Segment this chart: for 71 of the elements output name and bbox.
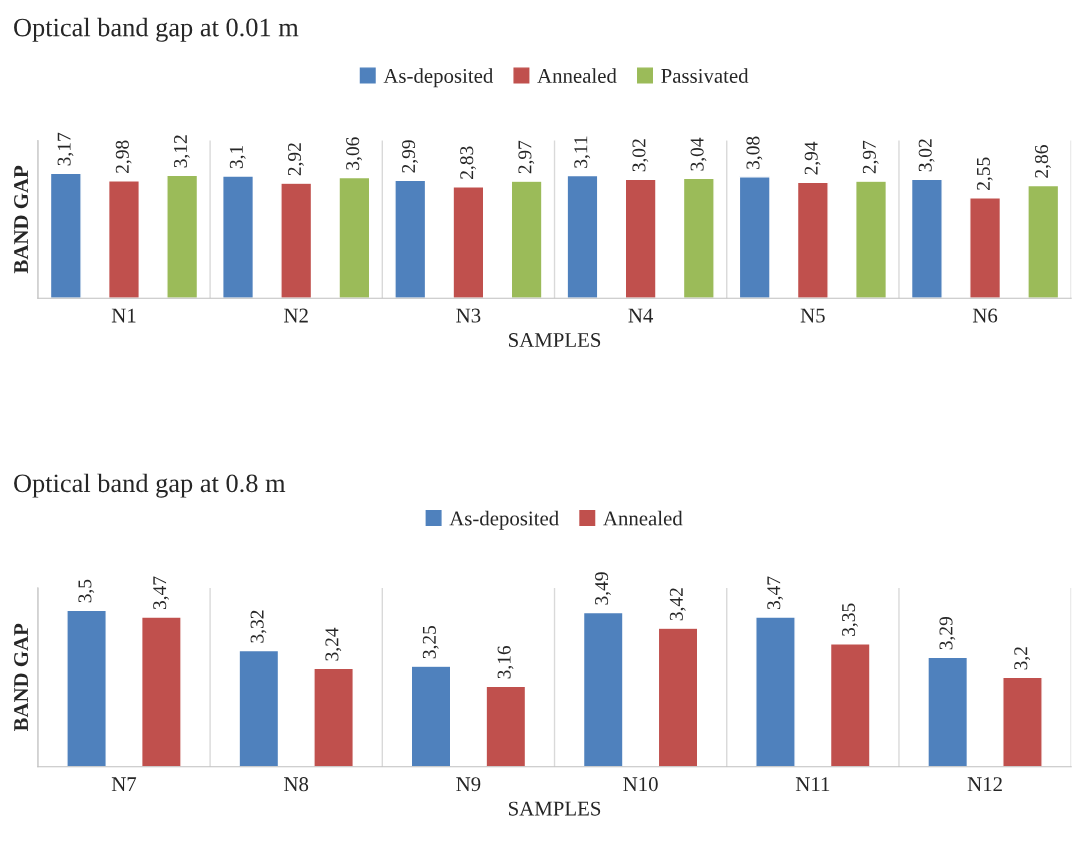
bar: [855, 180, 888, 299]
x-tick-label: N1: [111, 308, 136, 323]
legend-label: As-deposited: [383, 68, 494, 88]
x-axis-title: SAMPLES: [509, 333, 601, 348]
x-tick-label: N3: [456, 308, 481, 323]
bar: [222, 175, 255, 299]
data-label: 2,92: [288, 143, 304, 176]
data-label: 3,11: [574, 136, 591, 168]
bar: [166, 174, 199, 299]
data-label: 3,47: [153, 576, 170, 610]
data-label: 3,02: [632, 139, 649, 172]
x-tick-label: N5: [800, 308, 825, 323]
data-label: 2,83: [460, 146, 477, 179]
data-label: 3,06: [346, 137, 363, 170]
data-label: 2,55: [976, 157, 993, 190]
bar: [394, 179, 427, 299]
legend-label: Passivated: [661, 68, 749, 83]
x-tick-label: N2: [284, 308, 308, 323]
x-axis-title: SAMPLES: [509, 801, 601, 816]
data-label: 3,16: [497, 645, 514, 679]
legend-label: As-deposited: [449, 510, 559, 530]
x-tick-label: N10: [623, 777, 658, 792]
data-label: 3,17: [57, 132, 74, 166]
data-label: 3,49: [595, 572, 611, 605]
data-label: 3,02: [918, 139, 935, 172]
bar: [624, 178, 657, 299]
x-tick-label: N6: [972, 308, 998, 323]
bar: [452, 185, 485, 299]
chart-title: Optical band gap at 0.01 m: [14, 17, 299, 42]
legend-label: Annealed: [537, 68, 617, 83]
bar: [338, 176, 371, 299]
data-label: 3,42: [669, 588, 686, 621]
bar: [49, 172, 82, 299]
bar: [796, 181, 829, 299]
data-label: 3,5: [78, 579, 95, 603]
data-label: 3,47: [767, 576, 784, 610]
bar: [107, 180, 140, 299]
bar: [510, 180, 543, 299]
bar: [1027, 184, 1060, 299]
data-label: 3,2: [1014, 647, 1031, 670]
data-label: 3,24: [325, 627, 342, 661]
bar: [969, 197, 1002, 299]
bar: [682, 177, 715, 299]
bar: [738, 176, 771, 299]
data-label: 3,25: [422, 625, 439, 659]
x-tick-label: N11: [795, 777, 830, 791]
x-tick-label: N9: [456, 777, 481, 792]
bar: [280, 182, 313, 299]
data-label: 2,99: [402, 140, 418, 173]
chart-title: Optical band gap at 0.8 m: [14, 473, 286, 498]
bar: [566, 174, 599, 299]
data-label: 3,29: [939, 617, 956, 650]
data-label: 2,94: [804, 141, 821, 175]
y-axis-title: BAND GAP: [14, 165, 29, 274]
x-tick-label: N12: [967, 777, 1002, 791]
data-label: 3,1: [229, 145, 246, 169]
x-tick-label: N8: [284, 777, 309, 792]
data-label: 3,08: [746, 136, 763, 169]
x-tick-label: N4: [628, 308, 654, 323]
legend-label: Annealed: [603, 510, 683, 526]
data-label: 3,35: [842, 603, 858, 636]
data-label: 3,12: [173, 135, 190, 168]
data-label: 2,86: [1034, 145, 1051, 178]
data-label: 3,04: [690, 137, 707, 171]
data-label: 2,98: [115, 140, 132, 173]
bar: [910, 178, 943, 299]
y-axis-title: BAND GAP: [14, 623, 29, 732]
x-tick-label: N7: [111, 777, 137, 791]
data-label: 2,97: [862, 140, 879, 174]
data-label: 2,97: [518, 140, 535, 174]
data-label: 3,32: [250, 610, 267, 643]
